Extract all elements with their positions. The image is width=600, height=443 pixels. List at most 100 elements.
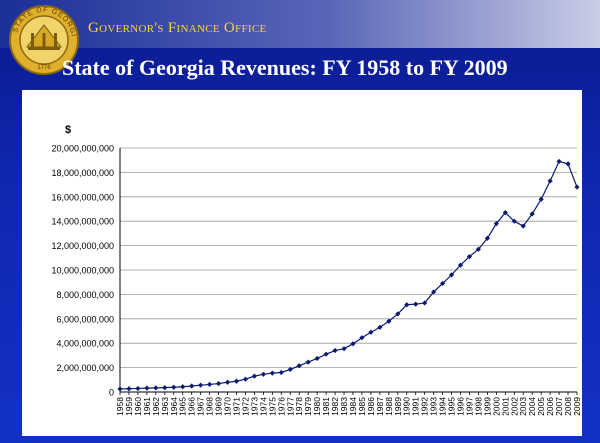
- x-tick-label: 1987: [375, 397, 385, 416]
- x-tick-label: 1977: [285, 397, 295, 416]
- x-tick-label: 1962: [151, 397, 161, 416]
- data-point-marker: [189, 383, 195, 389]
- x-tick-label: 1995: [447, 397, 457, 416]
- x-tick-label: 1971: [231, 397, 241, 416]
- y-tick-label: 18,000,000,000: [51, 168, 114, 178]
- revenue-line-chart: $ 0 2,000,000,000 4,000,000,000 6,000,000,0…: [51, 124, 582, 416]
- x-tick-label: 1989: [393, 397, 403, 416]
- x-tick-label: 2004: [527, 397, 537, 416]
- x-tick-label: 2000: [491, 397, 501, 416]
- data-point-marker: [180, 384, 186, 390]
- x-tick-label: 1998: [473, 397, 483, 416]
- x-tick-label: 1961: [142, 397, 152, 416]
- data-point-marker: [556, 158, 562, 165]
- x-tick-label: 1990: [402, 397, 412, 416]
- data-point-marker: [269, 370, 275, 376]
- data-point-marker: [242, 376, 249, 382]
- x-tick-label: 1981: [321, 397, 331, 416]
- x-tick-label: 1974: [258, 397, 268, 416]
- data-point-marker: [162, 385, 168, 391]
- x-tick-label: 1970: [223, 397, 233, 416]
- x-tick-label: 1994: [438, 397, 448, 416]
- y-tick-label: 14,000,000,000: [51, 217, 114, 227]
- data-point-marker: [296, 363, 302, 369]
- data-point-marker: [278, 369, 284, 376]
- chart-gridlines: [120, 147, 577, 369]
- seal-year: 1776: [37, 65, 51, 71]
- header-band: [0, 0, 600, 48]
- x-tick-label: 1980: [312, 397, 322, 416]
- data-point-marker: [260, 371, 266, 377]
- x-tick-label: 1964: [169, 397, 179, 416]
- x-tick-label: 2003: [518, 397, 528, 416]
- revenue-series: [117, 158, 580, 392]
- chart-panel: $ 0 2,000,000,000 4,000,000,000 6,000,000,0…: [22, 90, 582, 436]
- y-tick-label: 6,000,000,000: [56, 314, 114, 324]
- data-point-marker: [439, 280, 446, 287]
- x-tick-label: 1965: [178, 397, 188, 416]
- x-tick-label: 1968: [205, 397, 215, 416]
- x-tick-label: 1978: [294, 397, 304, 416]
- data-point-marker: [341, 346, 347, 352]
- data-point-marker: [224, 379, 231, 385]
- x-tick-label: 1972: [240, 397, 250, 416]
- x-tick-label: 2005: [536, 397, 546, 416]
- y-tick-label: 20,000,000,000: [51, 144, 114, 154]
- data-point-marker: [198, 382, 204, 388]
- data-point-marker: [565, 161, 571, 167]
- data-point-marker: [520, 223, 526, 229]
- data-point-marker: [323, 351, 329, 357]
- data-point-marker: [287, 366, 293, 373]
- data-point-marker: [547, 178, 553, 184]
- data-point-marker: [215, 380, 222, 387]
- data-point-marker: [153, 385, 159, 391]
- y-tick-labels: 0 2,000,000,000 4,000,000,000 6,000,000,000…: [51, 144, 114, 398]
- x-tick-label: 1959: [124, 397, 134, 416]
- x-tick-label: 1960: [133, 397, 143, 416]
- x-tick-label: 1985: [357, 397, 367, 416]
- y-tick-label: 10,000,000,000: [51, 266, 114, 276]
- data-point-marker: [126, 386, 132, 392]
- x-tick-label: 1969: [214, 397, 224, 416]
- data-point-marker: [233, 378, 240, 384]
- x-tick-label: 2009: [572, 397, 582, 416]
- y-tick-label: 12,000,000,000: [51, 241, 114, 251]
- x-tick-label: 1984: [348, 397, 358, 416]
- office-title: Governor's Finance Office: [88, 20, 267, 36]
- data-point-marker: [171, 384, 177, 390]
- x-tick-label: 1966: [187, 397, 197, 416]
- slide-title: State of Georgia Revenues: FY 1958 to FY…: [62, 55, 508, 80]
- x-tick-label: 1958: [115, 397, 125, 416]
- data-point-marker: [493, 221, 499, 227]
- x-tick-label: 1988: [384, 397, 394, 416]
- x-tick-label: 1999: [482, 397, 492, 416]
- data-point-marker: [574, 184, 580, 190]
- data-point-marker: [511, 218, 517, 224]
- x-tick-label: 2007: [554, 397, 564, 416]
- data-point-marker: [484, 235, 490, 241]
- y-tick-label: 4,000,000,000: [56, 339, 114, 349]
- y-tick-label: 0: [109, 388, 114, 398]
- data-point-marker: [117, 386, 123, 392]
- data-point-marker: [144, 385, 150, 391]
- x-tick-label: 1973: [249, 397, 259, 416]
- x-tick-label: 1996: [456, 397, 466, 416]
- data-point-marker: [466, 253, 473, 260]
- x-tick-label: 1997: [464, 397, 474, 416]
- y-tick-label: 16,000,000,000: [51, 192, 114, 202]
- series-line: [119, 160, 578, 390]
- data-point-marker: [350, 341, 356, 347]
- x-tick-label: 1975: [267, 397, 277, 416]
- x-tick-label: 1983: [339, 397, 349, 416]
- data-point-marker: [314, 355, 320, 362]
- data-point-marker: [135, 385, 141, 392]
- data-point-marker: [332, 347, 338, 354]
- data-point-marker: [457, 262, 464, 268]
- y-axis-label: $: [65, 124, 71, 136]
- data-point-marker: [529, 211, 535, 217]
- data-point-marker: [422, 300, 428, 306]
- x-tick-label: 1963: [160, 397, 170, 416]
- data-point-marker: [538, 196, 544, 202]
- x-tick-labels: 1958195919601961196219631964196519661967…: [115, 397, 582, 416]
- data-point-marker: [251, 373, 258, 379]
